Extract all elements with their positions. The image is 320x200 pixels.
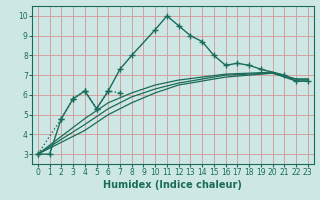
X-axis label: Humidex (Indice chaleur): Humidex (Indice chaleur) [103,180,242,190]
